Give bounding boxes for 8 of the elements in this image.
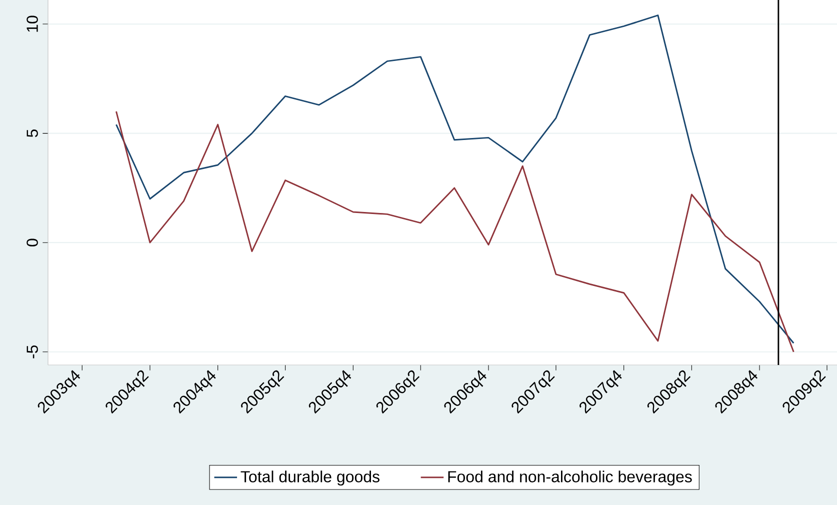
- y-tick-label: 0: [26, 238, 38, 246]
- y-tick-label: 5: [26, 130, 38, 138]
- y-tick-label: -5: [26, 345, 38, 358]
- legend-label: Food and non-alcoholic beverages: [448, 470, 692, 486]
- line-series: [115, 110, 794, 353]
- line-series: [115, 14, 794, 344]
- legend-label: Total durable goods: [240, 470, 380, 486]
- y-tick-label: 10: [26, 16, 38, 32]
